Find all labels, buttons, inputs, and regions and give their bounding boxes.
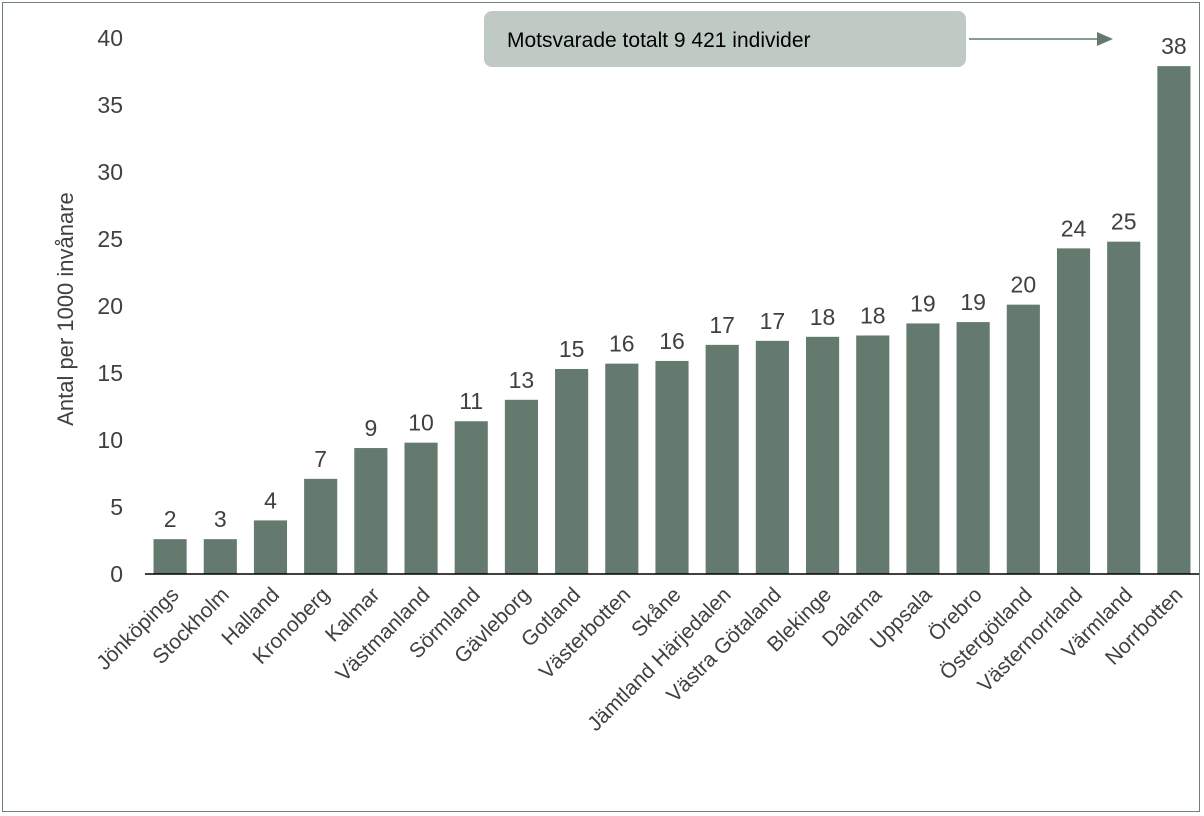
bar	[203, 539, 237, 574]
bar-chart: 0 5 10 15 20 25 30 35 40 Antal per 1000 invånare…	[53, 11, 1199, 736]
bar	[655, 360, 689, 574]
bar	[253, 520, 288, 574]
bar	[956, 322, 990, 574]
y-tick-label: 5	[110, 494, 123, 520]
y-tick-label: 25	[97, 226, 123, 252]
bar	[153, 539, 187, 574]
bars	[153, 66, 1191, 574]
bar-value-label: 25	[1111, 209, 1137, 235]
bar	[454, 421, 488, 574]
annotation-callout: Motsvarade totalt 9 421 individer	[484, 11, 1113, 67]
y-tick-label: 35	[97, 92, 123, 118]
bar	[906, 323, 940, 574]
y-tick-label: 40	[97, 25, 123, 51]
bar-value-label: 24	[1061, 215, 1087, 241]
bar	[304, 478, 338, 574]
y-tick-label: 0	[110, 561, 123, 587]
y-tick-label: 10	[97, 427, 123, 453]
y-tick-label: 20	[97, 293, 123, 319]
y-tick-label: 30	[97, 159, 123, 185]
bar-value-label: 17	[709, 312, 735, 338]
bar-value-label: 2	[164, 506, 177, 532]
bar-value-label: 10	[408, 410, 434, 436]
bar-value-label: 3	[214, 506, 227, 532]
bar-value-label: 15	[559, 336, 585, 362]
bar	[504, 399, 538, 574]
y-tick-label: 15	[97, 360, 123, 386]
bar-value-label: 9	[364, 415, 377, 441]
annotation-text: Motsvarade totalt 9 421 individer	[507, 29, 811, 52]
data-labels: 2 3 4 7 9 10 11 13 15 16 16 17 17 18 18 19 19 20 24 25 38	[164, 33, 1187, 532]
bar-value-label: 7	[314, 446, 327, 472]
bar-value-label: 20	[1011, 272, 1037, 298]
bar-value-label: 17	[760, 308, 786, 334]
bar	[605, 363, 639, 574]
bar	[354, 448, 388, 574]
bar-value-label: 38	[1161, 33, 1187, 59]
bar-value-label: 16	[659, 328, 685, 354]
y-axis-title: Antal per 1000 invånare	[53, 192, 78, 426]
annotation-box	[484, 11, 966, 67]
bar-value-label: 18	[860, 302, 886, 328]
category-labels: JönköpingsStockholmHallandKronobergKalma…	[92, 583, 1187, 736]
bar	[806, 336, 840, 574]
bar-value-label: 19	[960, 289, 986, 315]
bar	[1107, 241, 1141, 574]
bar-value-label: 4	[264, 487, 277, 513]
bar-value-label: 13	[509, 367, 535, 393]
bar	[1056, 248, 1091, 574]
bar-value-label: 11	[459, 388, 483, 414]
bar	[1006, 304, 1040, 574]
bar	[1157, 66, 1191, 574]
annotation-arrow-head	[1097, 32, 1113, 46]
bar	[705, 344, 739, 574]
bar-value-label: 16	[609, 331, 635, 357]
bar	[755, 340, 789, 574]
bar	[404, 442, 438, 574]
bar	[555, 368, 589, 574]
y-axis-ticks: 0 5 10 15 20 25 30 35 40	[97, 25, 123, 587]
bar	[856, 335, 890, 574]
bar-value-label: 19	[910, 290, 936, 316]
bar-value-label: 18	[810, 304, 836, 330]
